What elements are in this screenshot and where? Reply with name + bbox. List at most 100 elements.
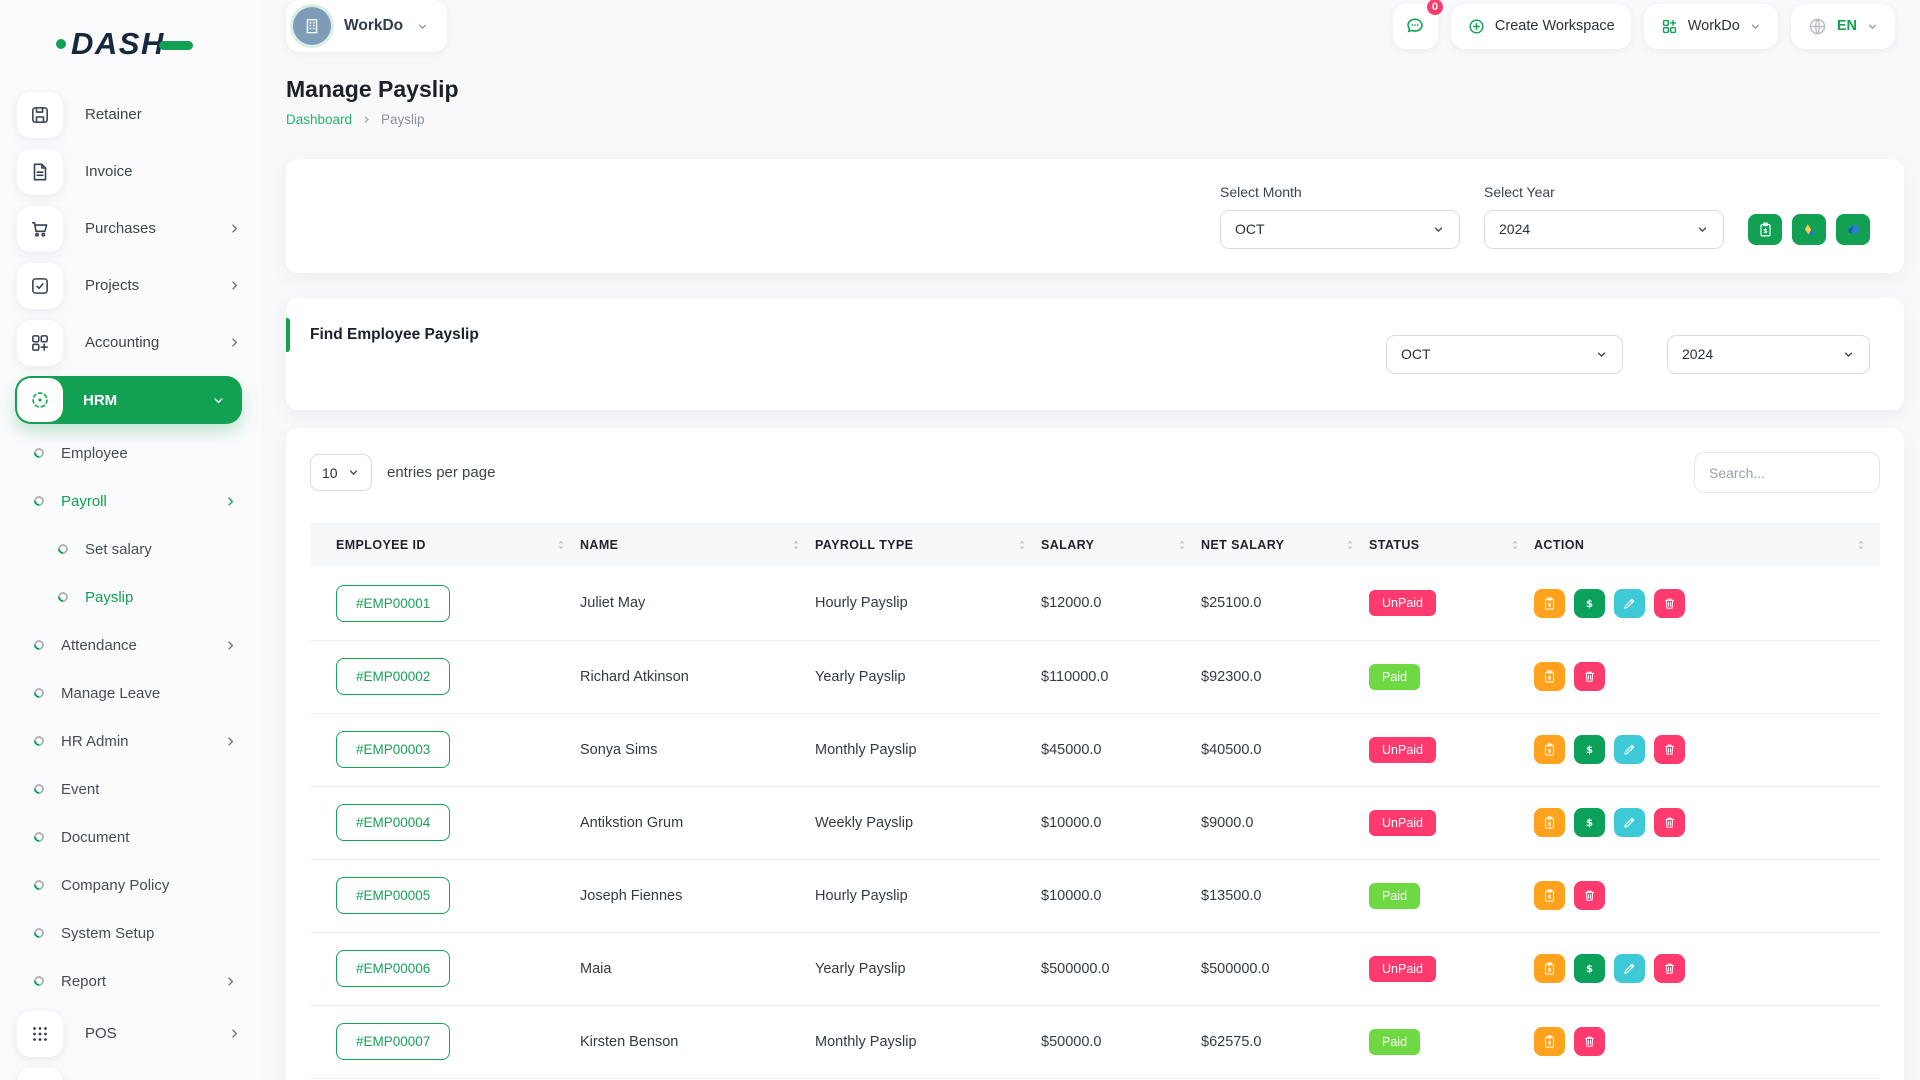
create-workspace-button[interactable]: Create Workspace [1450, 3, 1631, 49]
onedrive-button[interactable] [1836, 214, 1870, 245]
breadcrumb-dashboard-link[interactable]: Dashboard [286, 112, 353, 127]
column-header-status[interactable]: STATUS [1369, 523, 1534, 567]
payslip-button[interactable]: $ [1534, 881, 1565, 910]
search-input[interactable] [1694, 452, 1880, 493]
onedrive-icon [1845, 221, 1862, 238]
sidebar-item-crm[interactable]: CRM [0, 1062, 262, 1080]
year-select-value: 2024 [1499, 221, 1531, 237]
bullet-icon [31, 637, 47, 653]
workspace-name: WorkDo [344, 17, 404, 34]
pay-button[interactable]: $ [1574, 808, 1605, 837]
payslip-button[interactable]: $ [1534, 954, 1565, 983]
delete-button[interactable] [1654, 808, 1685, 837]
row-actions: $ $ [1534, 588, 1880, 618]
employee-id-link[interactable]: #EMP00006 [336, 950, 451, 987]
sidebar-item-set-salary[interactable]: Set salary [0, 525, 262, 573]
table-controls: 10 entries per page [310, 452, 1880, 493]
find-year-select[interactable]: 2024 [1667, 334, 1870, 374]
payslip-button[interactable]: $ [1534, 735, 1565, 764]
month-select[interactable]: OCT [1220, 209, 1460, 249]
month-select-label: Select Month [1220, 183, 1302, 200]
sidebar-item-purchases[interactable]: Purchases [0, 200, 262, 257]
icon-box [17, 1067, 63, 1080]
payslip-button[interactable]: $ [1534, 588, 1565, 618]
status-badge: UnPaid [1369, 955, 1436, 982]
sidebar-item-label: System Setup [61, 924, 155, 942]
pay-button[interactable]: $ [1574, 735, 1605, 764]
bullet-icon [31, 973, 47, 989]
language-selector[interactable]: EN [1790, 3, 1895, 49]
messenger-button[interactable]: 0 [1392, 0, 1445, 49]
employee-id-link[interactable]: #EMP00002 [336, 658, 451, 695]
sidebar-item-hr-admin[interactable]: HR Admin [0, 717, 262, 765]
employee-id-link[interactable]: #EMP00007 [336, 1023, 451, 1060]
column-header-salary[interactable]: SALARY [1041, 523, 1201, 567]
app-switcher-button[interactable]: WorkDo [1643, 3, 1778, 49]
sidebar-item-event[interactable]: Event [0, 765, 262, 813]
employee-id-link[interactable]: #EMP00004 [336, 804, 451, 841]
year-select-label: Select Year [1484, 183, 1555, 200]
pay-button[interactable]: $ [1574, 954, 1605, 983]
workspace-selector[interactable]: WorkDo [286, 0, 448, 52]
cell-salary: $10000.0 [1041, 814, 1102, 831]
edit-button[interactable] [1614, 954, 1645, 983]
table-body: #EMP00001 Juliet May Hourly Payslip $12000.… [310, 567, 1880, 1078]
sidebar-item-company-policy[interactable]: Company Policy [0, 861, 262, 909]
delete-button[interactable] [1654, 735, 1685, 764]
find-month-select[interactable]: OCT [1386, 334, 1623, 374]
sidebar-item-retainer[interactable]: Retainer [0, 86, 262, 143]
sidebar-item-pos[interactable]: POS [0, 1005, 262, 1062]
edit-button[interactable] [1614, 735, 1645, 764]
sidebar-item-hrm[interactable]: HRM [15, 376, 242, 424]
edit-button[interactable] [1614, 808, 1645, 837]
edit-button[interactable] [1614, 588, 1645, 618]
page-title: Manage Payslip [286, 76, 459, 102]
svg-text:$: $ [1548, 748, 1552, 754]
sort-icon [1510, 538, 1520, 552]
page-size-select[interactable]: 10 [310, 454, 372, 491]
bullet-icon [31, 829, 47, 845]
delete-icon [1662, 596, 1677, 611]
sidebar-item-accounting[interactable]: Accounting [0, 314, 262, 371]
sidebar-item-attendance[interactable]: Attendance [0, 621, 262, 669]
sidebar-item-manage-leave[interactable]: Manage Leave [0, 669, 262, 717]
bullet-icon [55, 589, 71, 605]
column-header-action[interactable]: ACTION [1534, 523, 1880, 567]
payslip-button[interactable]: $ [1534, 1027, 1565, 1056]
delete-button[interactable] [1574, 881, 1605, 910]
sidebar-item-invoice[interactable]: Invoice [0, 143, 262, 200]
delete-button[interactable] [1574, 662, 1605, 691]
column-header-payroll-type[interactable]: PAYROLL TYPE [815, 523, 1041, 567]
delete-button[interactable] [1574, 1027, 1605, 1056]
column-header-name[interactable]: NAME [580, 523, 815, 567]
sidebar-item-report[interactable]: Report [0, 957, 262, 1005]
sidebar-item-document[interactable]: Document [0, 813, 262, 861]
payslip-export-button[interactable]: $ [1748, 214, 1782, 245]
pay-button[interactable]: $ [1574, 588, 1605, 618]
row-actions: $ [1534, 662, 1880, 691]
employee-id-link[interactable]: #EMP00003 [336, 731, 451, 768]
cell-payroll-type: Hourly Payslip [815, 887, 908, 904]
google-drive-button[interactable] [1792, 214, 1826, 245]
employee-id-link[interactable]: #EMP00001 [336, 584, 451, 622]
sidebar-item-payroll[interactable]: Payroll [0, 477, 262, 525]
payslip-button[interactable]: $ [1534, 808, 1565, 837]
sidebar-item-label: Attendance [61, 636, 137, 654]
payslip-button[interactable]: $ [1534, 662, 1565, 691]
sidebar-item-employee[interactable]: Employee [0, 429, 262, 477]
column-header-net-salary[interactable]: NET SALARY [1201, 523, 1369, 567]
sidebar-item-payslip[interactable]: Payslip [0, 573, 262, 621]
column-header-employee-id[interactable]: EMPLOYEE ID [310, 523, 580, 567]
language-label: EN [1836, 18, 1857, 34]
bullet-icon [31, 925, 47, 941]
chevron-down-icon [1595, 348, 1608, 361]
employee-id-link[interactable]: #EMP00005 [336, 877, 451, 914]
delete-icon [1662, 961, 1677, 976]
year-select[interactable]: 2024 [1484, 209, 1724, 249]
icon-box [17, 91, 63, 138]
svg-text:$: $ [1586, 818, 1593, 829]
sidebar-item-system-setup[interactable]: System Setup [0, 909, 262, 957]
delete-button[interactable] [1654, 588, 1685, 618]
delete-button[interactable] [1654, 954, 1685, 983]
sidebar-item-projects[interactable]: Projects [0, 257, 262, 314]
